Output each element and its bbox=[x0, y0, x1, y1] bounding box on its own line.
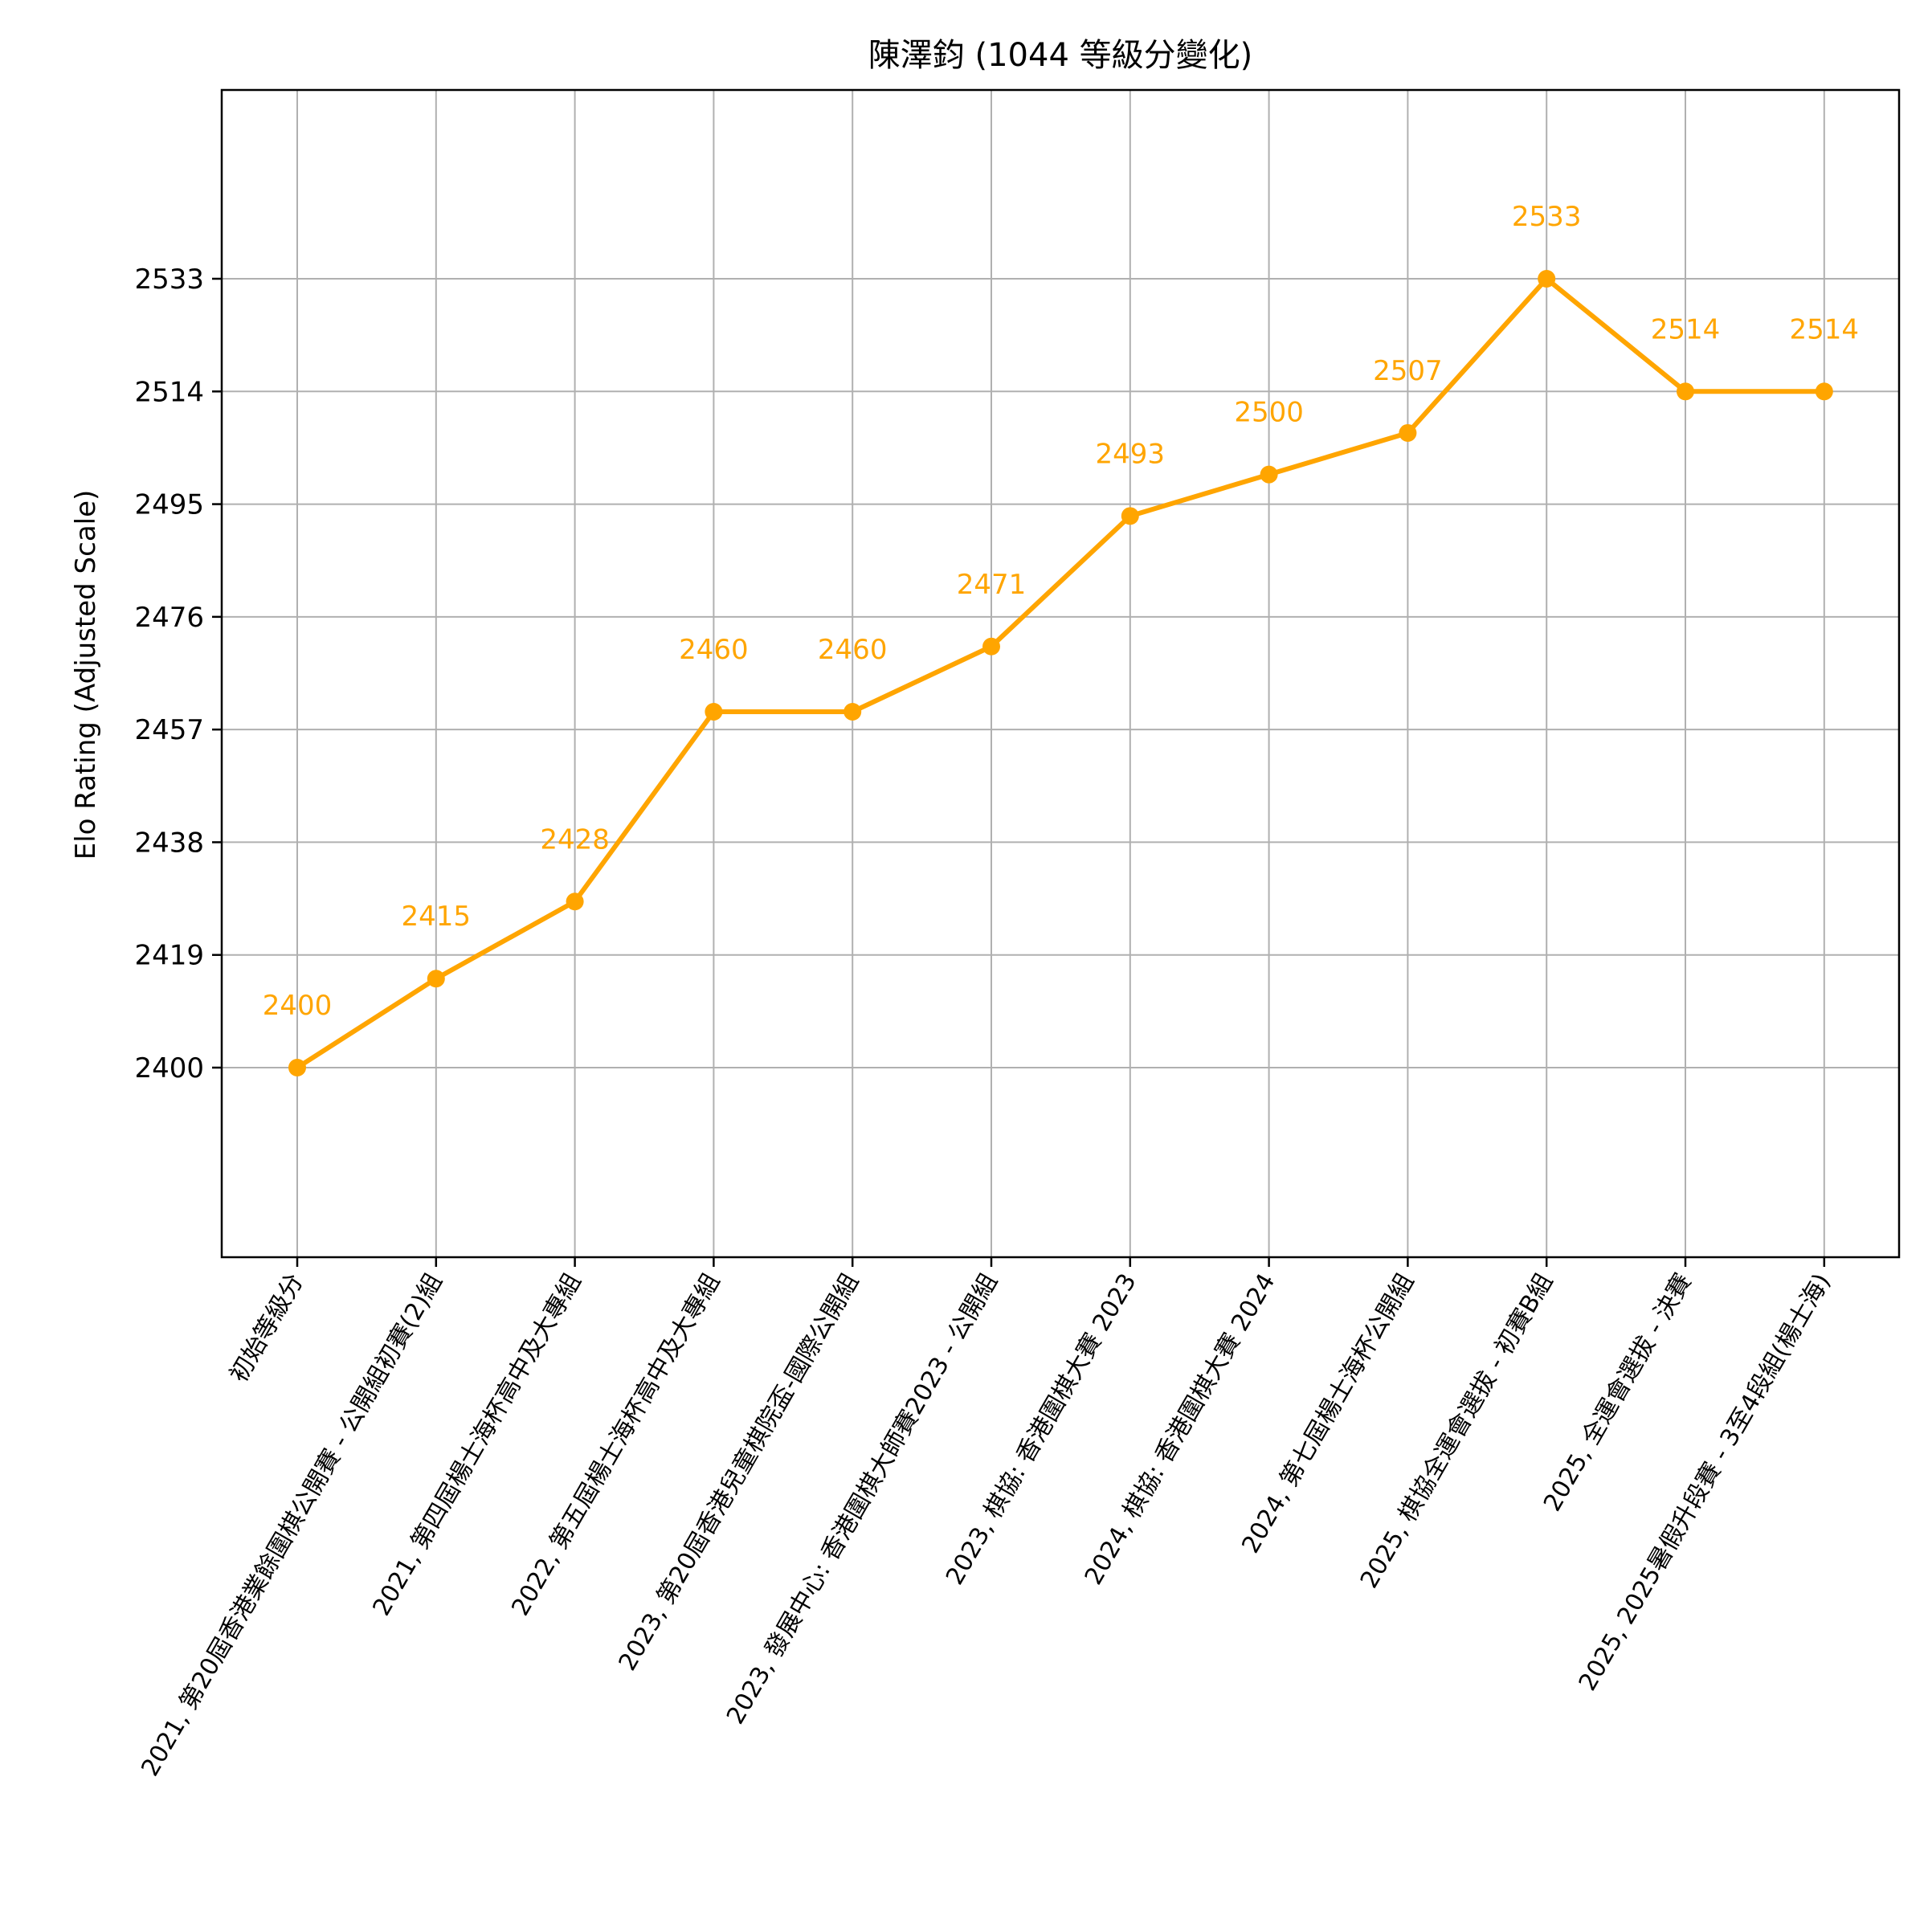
x-tick-label: 2023, 發展中心: 香港圍棋大師賽2023 - 公開組 bbox=[721, 1269, 1003, 1730]
y-tick-label: 2476 bbox=[134, 602, 204, 634]
data-label: 2514 bbox=[1651, 313, 1721, 345]
y-tick-label: 2533 bbox=[134, 263, 204, 296]
data-point bbox=[1815, 382, 1833, 401]
gridlines bbox=[222, 90, 1899, 1257]
data-label: 2471 bbox=[957, 569, 1027, 601]
y-tick-label: 2495 bbox=[134, 489, 204, 521]
data-labels: 2400 2415 2428 2460 2460 2471 2493 2500 2507 2533… bbox=[263, 201, 1859, 1022]
data-label: 2500 bbox=[1234, 397, 1304, 429]
data-point bbox=[705, 702, 723, 721]
plot-frame bbox=[220, 88, 1901, 1259]
y-tick-label: 2400 bbox=[134, 1052, 204, 1084]
data-label: 2507 bbox=[1373, 355, 1443, 387]
chart-title: 陳澤鈞 (1044 等級分變化) bbox=[868, 37, 1252, 74]
x-tick-label: 2023, 第20屆香港兒童棋院盃-國際公開組 bbox=[614, 1269, 865, 1676]
data-point bbox=[982, 637, 1000, 656]
data-label: 2400 bbox=[263, 990, 333, 1022]
y-tick-label: 2419 bbox=[134, 940, 204, 972]
y-axis-ticks: 2400 2419 2438 2457 2476 2495 2514 2533 bbox=[134, 263, 222, 1084]
data-point bbox=[1538, 270, 1556, 288]
x-tick-label: 2025, 全運會選拔 - 決賽 bbox=[1538, 1269, 1697, 1517]
data-label: 2428 bbox=[540, 823, 610, 856]
x-tick-label: 初始等級分 bbox=[225, 1269, 309, 1387]
data-point bbox=[1121, 507, 1139, 525]
x-tick-label: 2025, 2025暑假升段賽 - 3至4段組(楊士海) bbox=[1574, 1269, 1836, 1696]
data-point bbox=[1260, 465, 1278, 484]
data-point bbox=[844, 702, 862, 721]
series-line-path bbox=[295, 276, 1827, 1070]
data-point bbox=[427, 970, 445, 988]
data-point bbox=[1399, 423, 1417, 442]
data-label: 2460 bbox=[818, 634, 888, 666]
series-line bbox=[288, 270, 1833, 1076]
y-axis-label: Elo Rating (Adjusted Scale) bbox=[70, 490, 102, 860]
y-tick-label: 2514 bbox=[134, 376, 204, 408]
data-label: 2415 bbox=[402, 901, 472, 933]
x-tick-label: 2021, 第20屆香港業餘圍棋公開賽 - 公開組初賽(2)組 bbox=[136, 1269, 447, 1782]
data-label: 2493 bbox=[1096, 438, 1166, 470]
data-label: 2514 bbox=[1790, 313, 1860, 345]
data-point bbox=[566, 892, 584, 911]
y-tick-label: 2438 bbox=[134, 827, 204, 859]
data-label: 2460 bbox=[679, 634, 749, 666]
data-point bbox=[288, 1059, 306, 1076]
y-tick-label: 2457 bbox=[134, 714, 204, 746]
data-label: 2533 bbox=[1512, 201, 1582, 233]
data-point bbox=[1677, 382, 1694, 401]
